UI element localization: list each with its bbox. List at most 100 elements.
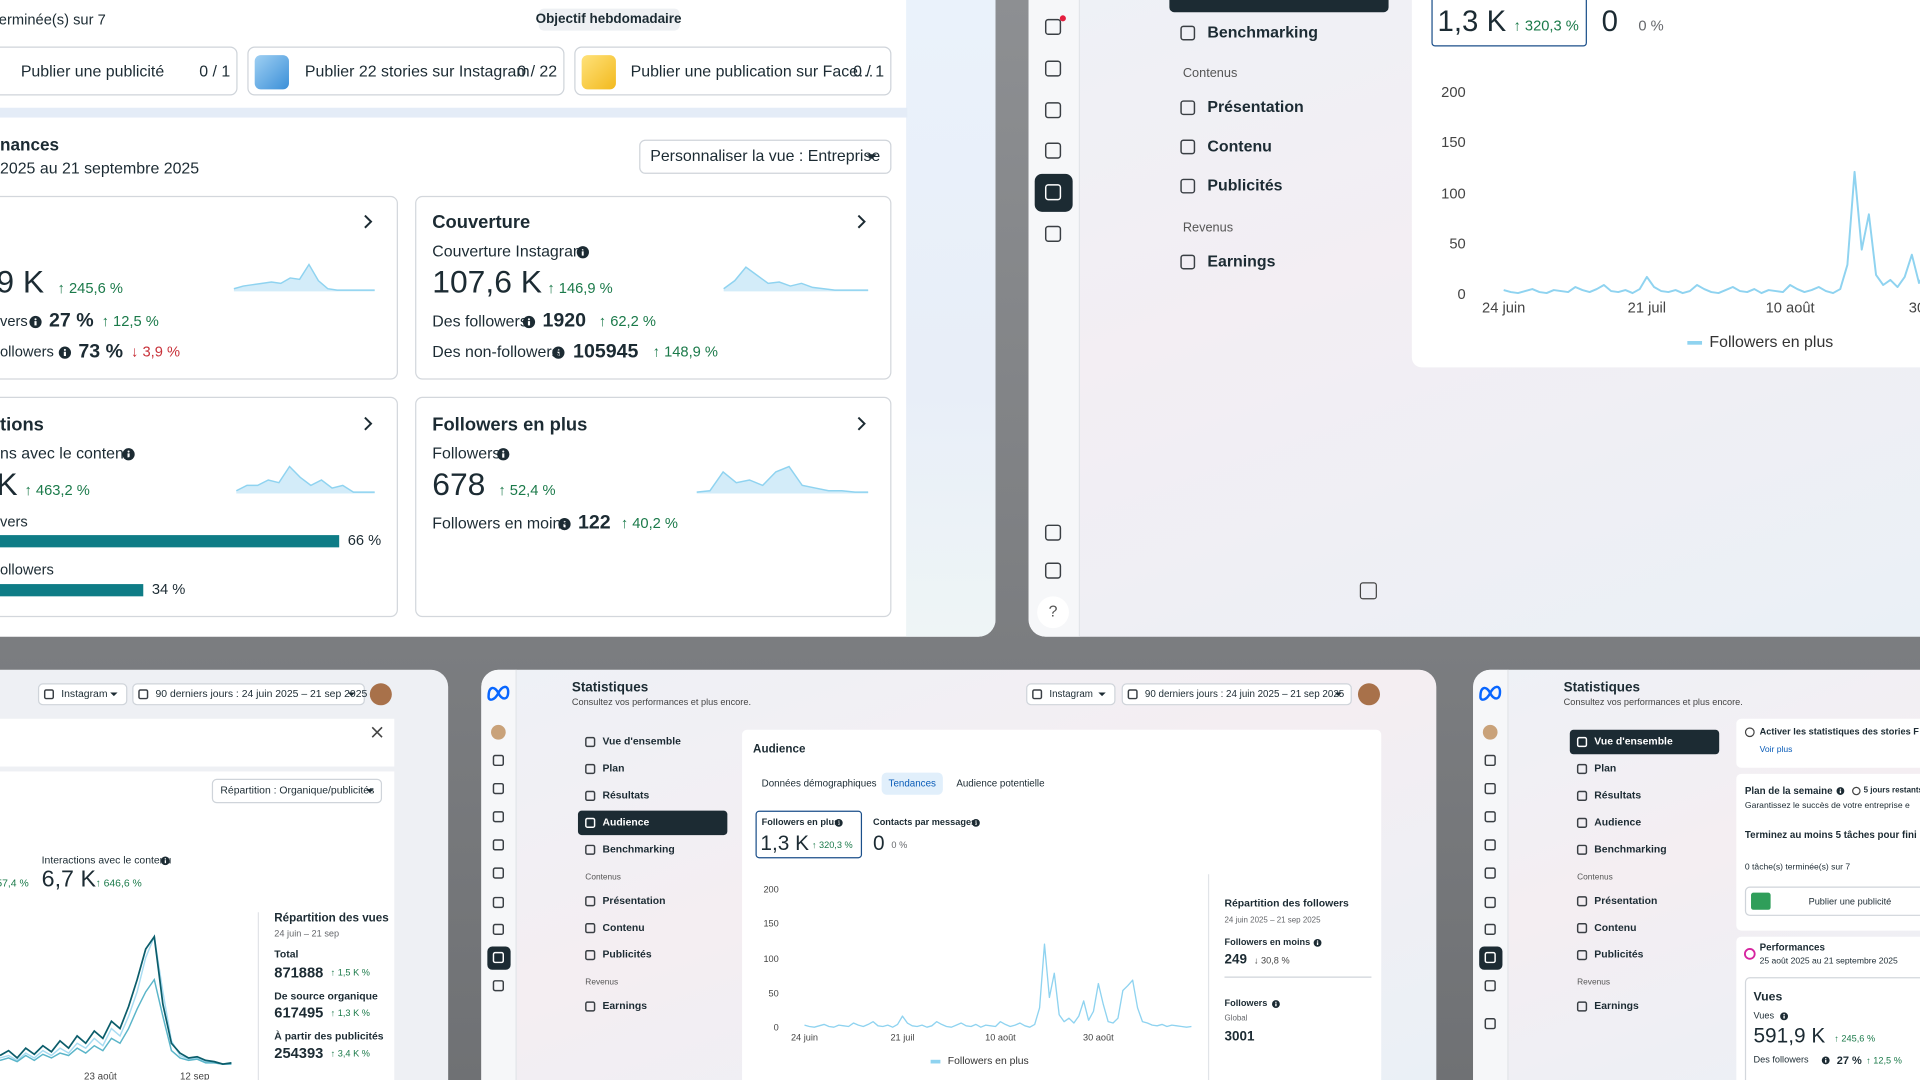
- info-icon-dot: [1275, 1001, 1277, 1003]
- label: 871888: [274, 963, 324, 981]
- dropdown[interactable]: [1026, 683, 1116, 706]
- task-card[interactable]: [247, 46, 565, 96]
- tab[interactable]: Tendances: [888, 778, 936, 790]
- tab[interactable]: Données démographiques: [761, 778, 877, 790]
- nav-item[interactable]: Publicités: [1594, 947, 1644, 961]
- label: Followers en moins: [1224, 936, 1311, 948]
- dropdown[interactable]: [1121, 683, 1352, 706]
- data-line: [804, 943, 1192, 1028]
- metric-card[interactable]: [0, 195, 398, 380]
- y-tick-label: 200: [1441, 83, 1466, 101]
- info-icon-dot: [975, 820, 977, 822]
- task-card[interactable]: [574, 46, 892, 96]
- panel-background: [481, 669, 1436, 1080]
- metric-tab[interactable]: [755, 810, 863, 859]
- page-subtitle: Consultez vos performances et plus encor…: [1563, 696, 1743, 708]
- panel-background: [0, 0, 996, 637]
- nav-item[interactable]: Benchmarking: [1207, 22, 1318, 42]
- label: ↓ 3,9 %: [131, 342, 181, 361]
- label: ↑ 12,5 %: [101, 312, 159, 330]
- x-tick-label: 24 juin: [1482, 298, 1526, 317]
- task-icon: [1751, 892, 1771, 910]
- icon: [1484, 839, 1496, 851]
- nav-item[interactable]: Contenu: [1207, 136, 1272, 155]
- nav-item[interactable]: Vue d'ensemble: [1594, 734, 1673, 748]
- nav-item[interactable]: Publicités: [602, 947, 652, 961]
- nav-item[interactable]: Plan: [602, 761, 625, 775]
- task-card[interactable]: [1744, 886, 1920, 916]
- icon: [138, 689, 149, 700]
- nav-item[interactable]: Vue d'ensemble: [602, 734, 681, 748]
- metric-card[interactable]: [0, 396, 398, 618]
- tab[interactable]: Audience potentielle: [956, 778, 1045, 790]
- instagram-icon: [1743, 948, 1756, 960]
- label: Followers en moins: [432, 513, 570, 533]
- dropdown-label[interactable]: 90 derniers jours : 24 juin 2025 – 21 se…: [1144, 688, 1345, 700]
- metric-card[interactable]: [415, 396, 892, 618]
- x-label: 12 sep: [179, 1070, 210, 1080]
- date-range: 2025 au 21 septembre 2025: [0, 158, 200, 177]
- nav-item[interactable]: Publicités: [1207, 175, 1283, 195]
- label: Garantissez le succès de votre entrepris…: [1744, 802, 1910, 811]
- card-title: Couverture: [432, 212, 531, 234]
- nav-item[interactable]: Contenu: [1594, 920, 1637, 934]
- nav-item[interactable]: Benchmarking: [1594, 842, 1667, 855]
- dropdown-label[interactable]: Instagram: [1049, 688, 1093, 700]
- metric-card[interactable]: [415, 195, 892, 380]
- nav-item[interactable]: Présentation: [1594, 894, 1658, 907]
- y-tick-label: 50: [1449, 234, 1466, 253]
- nav-heading: Contenus: [585, 873, 621, 882]
- sparkline: [235, 465, 375, 493]
- nav-item[interactable]: Résultats: [1594, 788, 1642, 801]
- x-tick-label: 10 août: [985, 1031, 1016, 1043]
- task-icon: [254, 55, 289, 90]
- nav-item[interactable]: Earnings: [1594, 999, 1639, 1012]
- task-label: Publier une publicité: [20, 61, 165, 81]
- icon: [1044, 102, 1062, 119]
- nav-active-bg: [577, 810, 728, 836]
- dropdown[interactable]: [211, 778, 383, 804]
- metric-value: 591,9 K: [1753, 1023, 1826, 1048]
- dropdown-label[interactable]: Répartition : Organique/publicités: [220, 783, 375, 797]
- label: Vues: [1753, 1009, 1775, 1021]
- dropdown[interactable]: [132, 683, 365, 706]
- label: 73 %: [78, 341, 124, 363]
- label: ↑ 52,4 %: [498, 481, 556, 499]
- metric-tab[interactable]: [1431, 0, 1587, 47]
- nav-item[interactable]: Résultats: [602, 788, 650, 801]
- icon: [1044, 18, 1062, 36]
- icon: [492, 811, 505, 823]
- icon: [492, 923, 505, 936]
- dropdown-label[interactable]: Instagram: [61, 687, 108, 700]
- nav-item[interactable]: Plan: [1594, 761, 1617, 775]
- nav-item[interactable]: Audience: [1594, 815, 1642, 828]
- icon: [1180, 139, 1196, 155]
- help-label[interactable]: ?: [1048, 601, 1058, 621]
- nav-heading: Contenus: [1182, 67, 1238, 81]
- avatar: [1357, 683, 1381, 706]
- nav-item[interactable]: Earnings: [602, 999, 647, 1012]
- label: ↑ 3,4 K %: [330, 1047, 370, 1059]
- task-card[interactable]: [0, 46, 238, 96]
- caret: [110, 692, 118, 697]
- icon: [492, 867, 505, 879]
- nav-item[interactable]: Présentation: [602, 894, 666, 907]
- nav-item[interactable]: Présentation: [1207, 97, 1304, 116]
- dropdown[interactable]: [37, 683, 128, 706]
- dropdown[interactable]: [639, 139, 892, 174]
- nav-heading: Contenus: [1577, 873, 1613, 882]
- metric-card[interactable]: [1744, 977, 1920, 1080]
- nav-item[interactable]: Earnings: [1207, 251, 1276, 271]
- help-button[interactable]: [1037, 596, 1069, 629]
- label: ↑ 1,5 K %: [330, 966, 370, 978]
- nav-item[interactable]: Audience: [602, 815, 650, 828]
- dropdown-label[interactable]: Personnaliser la vue : Entreprise: [650, 146, 881, 165]
- nav-item[interactable]: Contenu: [602, 920, 645, 934]
- label: 0 %: [891, 839, 908, 851]
- y-tick-label: 100: [763, 952, 779, 964]
- dropdown-label[interactable]: 90 derniers jours : 24 juin 2025 – 21 se…: [155, 687, 368, 700]
- sparkline-area: [723, 267, 869, 292]
- nav-item[interactable]: Benchmarking: [602, 842, 675, 855]
- link[interactable]: Voir plus: [1759, 745, 1793, 755]
